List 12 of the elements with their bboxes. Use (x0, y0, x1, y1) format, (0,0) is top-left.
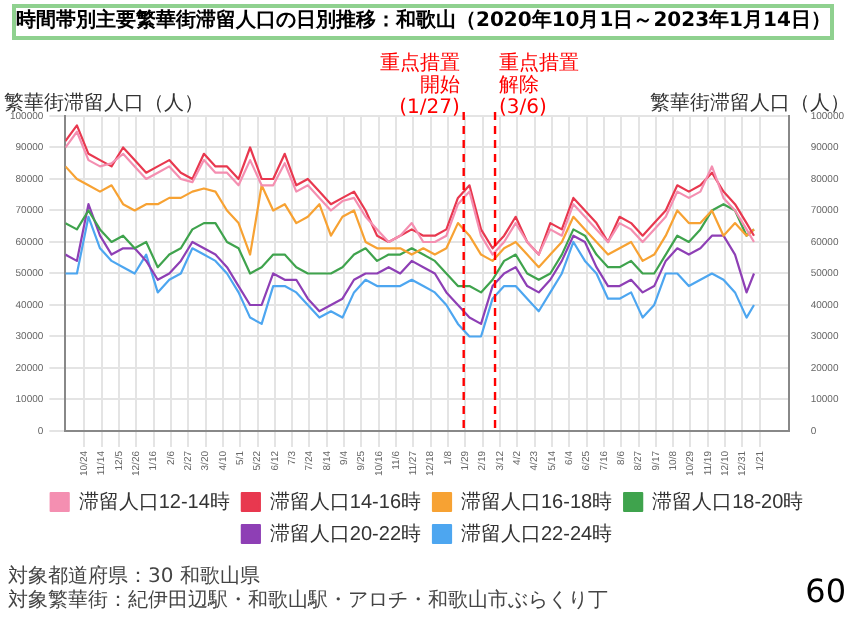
text: 対象都道府県：30 和歌山県 (8, 566, 262, 589)
text: 対象繁華街：紀伊田辺駅・和歌山駅・アロチ・和歌山市ぶらくり丁 (8, 590, 610, 614)
legend-label: 滞留人口12-14時 (78, 489, 230, 514)
text: 60 (805, 572, 846, 610)
legend-label: 滞留人口20-22時 (269, 521, 421, 546)
chart-title: 時間帯別主要繁華街滞留人口の日別推移：和歌山（2020年10月1日～2023年1月14日） (12, 4, 834, 40)
legend-label: 滞留人口16-18時 (461, 489, 613, 514)
legend-label: 滞留人口14-16時 (269, 489, 421, 514)
ref-line-label: 重点措置解除(3/6) (499, 51, 580, 120)
legend-label: 滞留人口22-24時 (461, 521, 613, 546)
legend-label: 滞留人口18-20時 (652, 489, 804, 514)
ref-line-label: 重点措置開始(1/27) (379, 51, 460, 120)
